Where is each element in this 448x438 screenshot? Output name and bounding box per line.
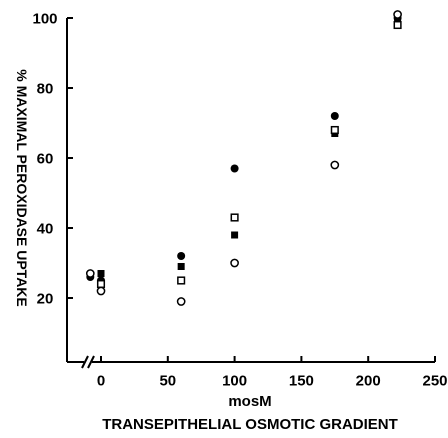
- open-circle-point: [96, 286, 106, 296]
- filled-square-point: [231, 231, 239, 239]
- open-circle-point: [330, 160, 340, 170]
- y-tick-label: 80: [37, 81, 54, 98]
- data-points: [85, 10, 402, 306]
- filled-square-point: [97, 270, 105, 277]
- y-axis-title: % MAXIMAL PEROXIDASE UPTAKE: [14, 69, 30, 307]
- open-square-point: [177, 276, 186, 285]
- filled-circle-point: [330, 112, 339, 120]
- open-circle-point: [176, 297, 186, 306]
- x-tick-label: 50: [159, 373, 176, 390]
- open-square-point: [330, 125, 339, 135]
- x-axis-break-mark-2: [87, 355, 95, 369]
- x-ticks: 0 50 100 150 200 250: [97, 356, 448, 390]
- x-axis: [67, 355, 435, 369]
- open-circle-point: [85, 269, 95, 278]
- filled-square-point: [177, 263, 185, 270]
- y-tick-label: 20: [37, 291, 54, 308]
- open-square-point: [96, 279, 106, 289]
- x-tick-label: 200: [356, 373, 381, 390]
- y-tick-label: 100: [32, 11, 57, 28]
- filled-circle-point: [230, 164, 239, 173]
- y-tick-label: 60: [37, 151, 54, 168]
- open-square-point: [393, 20, 402, 30]
- x-axis-break-mark-1: [81, 355, 89, 369]
- filled-circle-point: [177, 252, 186, 260]
- x-tick-label: 150: [289, 373, 314, 390]
- x-axis-unit: mosM: [228, 393, 271, 410]
- x-tick-label: 250: [422, 373, 447, 390]
- x-tick-label: 0: [97, 373, 105, 390]
- x-tick-label: 100: [222, 373, 247, 390]
- y-tick-label: 40: [37, 221, 54, 238]
- open-circle-point: [393, 10, 402, 19]
- x-axis-title: TRANSEPITHELIAL OSMOTIC GRADIENT: [102, 416, 398, 433]
- open-square-point: [230, 213, 239, 222]
- open-circle-point: [230, 258, 239, 268]
- y-ticks: 20 40 60 80 100: [32, 11, 73, 308]
